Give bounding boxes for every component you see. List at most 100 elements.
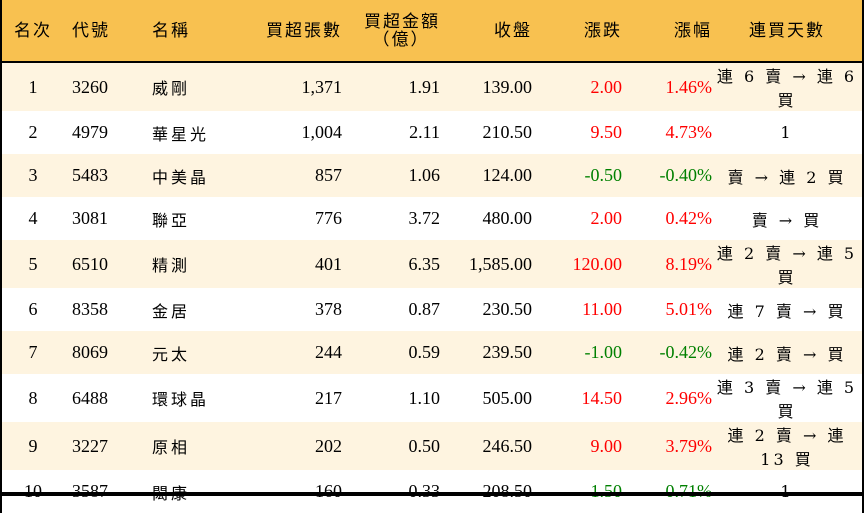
net-buy-amount-cell: 0.59 [408, 342, 441, 362]
consecutive-days-cell: 連 7 賣 → 買 [727, 301, 847, 321]
code-cell: 4979 [72, 122, 108, 142]
code-cell: 8358 [72, 299, 108, 319]
change-cell: 2.00 [590, 208, 623, 228]
close-cell: 210.50 [482, 122, 533, 142]
net-buy-amount-cell: 1.91 [408, 76, 441, 97]
change-pct-cell: 2.96% [665, 387, 713, 408]
header-net-buy-amount-line2: （億） [372, 29, 430, 50]
change-cell: 2.00 [590, 76, 623, 97]
rank-cell: 4 [28, 208, 38, 228]
rank-cell: 8 [28, 387, 38, 408]
net-buy-amount-cell: 0.50 [408, 435, 441, 456]
net-buy-lots-cell: 378 [315, 299, 342, 319]
rank-cell: 7 [28, 342, 38, 362]
close-cell: 480.00 [482, 208, 533, 228]
table-row: 3 5483 中美晶 857 1.06 124.00 -0.50 -0.40% 賣 → 連 2 … [2, 154, 862, 197]
name-cell: 環球晶 [152, 390, 210, 409]
consecutive-days-cell: 賣 → 連 2 買 [727, 167, 847, 187]
code-cell: 3260 [72, 76, 108, 97]
net-buy-amount-cell: 1.10 [408, 387, 441, 408]
change-pct-cell: 1.46% [665, 76, 713, 97]
change-cell: 9.00 [590, 435, 623, 456]
header-change-pct: 漲幅 [622, 0, 712, 63]
change-pct-cell: -0.42% [659, 342, 713, 362]
header-close: 收盤 [440, 0, 532, 63]
net-buy-lots-cell: 401 [315, 253, 342, 274]
close-cell: 124.00 [482, 165, 533, 185]
change-cell: 9.50 [590, 122, 623, 142]
rank-cell: 6 [28, 299, 38, 319]
change-pct-cell: -0.40% [659, 165, 713, 185]
close-cell: 505.00 [482, 387, 533, 408]
change-cell: 120.00 [572, 253, 623, 274]
code-cell: 3081 [72, 208, 108, 228]
net-buy-amount-cell: 3.72 [408, 208, 441, 228]
code-cell: 6488 [72, 387, 108, 408]
net-buy-amount-cell: 1.06 [408, 165, 441, 185]
consecutive-days-cell: 連 3 賣 → 連 5 買 [716, 378, 858, 421]
net-buy-lots-cell: 776 [315, 208, 342, 228]
rank-cell: 9 [28, 435, 38, 456]
change-pct-cell: 8.19% [665, 253, 713, 274]
code-cell: 8069 [72, 342, 108, 362]
name-cell: 元太 [152, 344, 191, 364]
table-row: 4 3081 聯亞 776 3.72 480.00 2.00 0.42% 賣 → 買 [2, 197, 862, 240]
header-net-buy-lots: 買超張數 [252, 0, 342, 63]
close-cell: 230.50 [482, 299, 533, 319]
net-buy-amount-cell: 0.87 [408, 299, 441, 319]
change-cell: -0.50 [584, 165, 623, 185]
close-cell: 246.50 [482, 435, 533, 456]
change-pct-cell: 0.42% [665, 208, 713, 228]
net-buy-lots-cell: 1,004 [301, 122, 343, 142]
table-row: 9 3227 原相 202 0.50 246.50 9.00 3.79% 連 2 賣 → 連 1… [2, 422, 862, 470]
change-pct-cell: 3.79% [665, 435, 713, 456]
header-net-buy-amount: 買超金額 （億） [342, 0, 440, 63]
close-cell: 239.50 [482, 342, 533, 362]
close-cell: 139.00 [482, 76, 533, 97]
change-pct-cell: 5.01% [665, 299, 713, 319]
change-cell: 11.00 [582, 299, 622, 319]
change-cell: 14.50 [581, 387, 623, 408]
table-row: 8 6488 環球晶 217 1.10 505.00 14.50 2.96% 連 3 賣 → 連… [2, 374, 862, 422]
net-buy-lots-cell: 217 [315, 387, 342, 408]
net-buy-lots-cell: 1,371 [301, 76, 343, 97]
header-rank: 名次 [2, 0, 64, 63]
change-cell: -1.00 [584, 342, 623, 362]
rank-cell: 2 [28, 122, 38, 142]
name-cell: 華星光 [152, 124, 210, 144]
code-cell: 5483 [72, 165, 108, 185]
consecutive-days-cell: 賣 → 買 [751, 210, 823, 230]
table-row: 6 8358 金居 378 0.87 230.50 11.00 5.01% 連 7 賣 → 買 [2, 288, 862, 331]
consecutive-days-cell: 連 2 賣 → 買 [727, 344, 847, 364]
close-cell: 1,585.00 [469, 253, 532, 274]
header-consecutive-days: 連買天數 [712, 0, 862, 63]
table-row: 7 8069 元太 244 0.59 239.50 -1.00 -0.42% 連 2 賣 → 買 [2, 331, 862, 374]
code-cell: 3227 [72, 435, 108, 456]
name-cell: 原相 [152, 438, 191, 457]
net-buy-lots-cell: 202 [315, 435, 342, 456]
net-buy-lots-cell: 244 [315, 342, 342, 362]
name-cell: 威剛 [152, 79, 191, 98]
consecutive-days-cell: 1 [712, 470, 862, 513]
name-cell: 精測 [152, 256, 191, 275]
header-code: 代號 [64, 0, 142, 63]
table-row: 2 4979 華星光 1,004 2.11 210.50 9.50 4.73% 1 [2, 111, 862, 154]
header-net-buy-amount-line1: 買超金額 [364, 11, 440, 32]
consecutive-days-cell: 連 6 賣 → 連 6 買 [716, 67, 858, 110]
header-change: 漲跌 [532, 0, 622, 63]
table-bottom-border [0, 492, 864, 496]
consecutive-days-cell: 連 2 賣 → 連 5 買 [716, 244, 858, 287]
net-buy-lots-cell: 857 [315, 165, 342, 185]
rank-cell: 5 [28, 253, 38, 274]
rank-cell: 3 [28, 165, 38, 185]
header-row: 名次 代號 名稱 買超張數 買超金額 （億） 收盤 漲跌 漲幅 連買天數 [2, 0, 862, 63]
table-body: 1 3260 威剛 1,371 1.91 139.00 2.00 1.46% 連 6 賣 → 連… [2, 62, 862, 513]
net-buy-amount-cell: 2.11 [409, 122, 440, 142]
header-name: 名稱 [142, 0, 252, 63]
name-cell: 中美晶 [152, 167, 210, 187]
table-row: 1 3260 威剛 1,371 1.91 139.00 2.00 1.46% 連 6 賣 → 連… [2, 62, 862, 111]
change-pct-cell: 4.73% [665, 122, 713, 142]
code-cell: 6510 [72, 253, 108, 274]
name-cell: 金居 [152, 301, 191, 321]
